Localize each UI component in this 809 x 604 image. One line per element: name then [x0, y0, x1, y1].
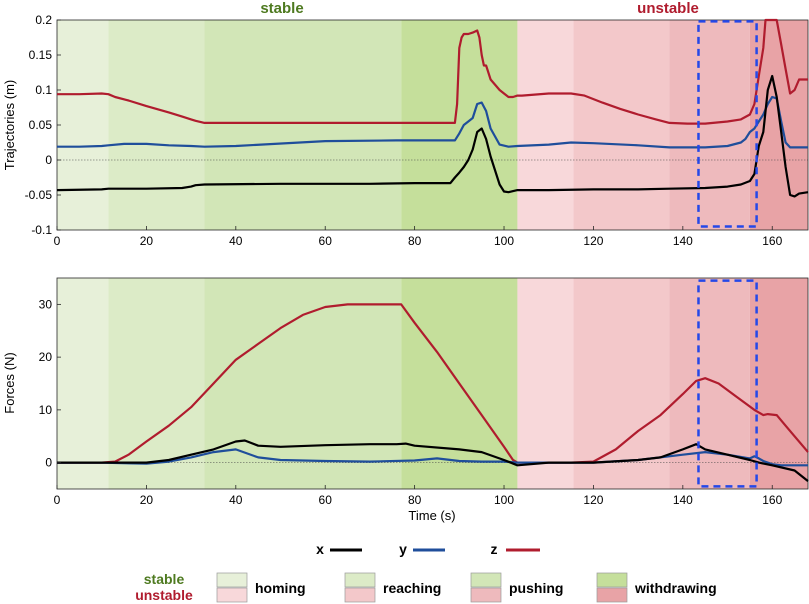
legend-withdrawing-label: withdrawing [634, 580, 717, 596]
trajectories-highlight-box [697, 20, 758, 228]
trajectories-ylabel: Trajectories (m) [2, 80, 17, 171]
forces-xtick-label: 140 [673, 493, 693, 507]
forces-ytick-label: 10 [39, 403, 53, 417]
trajectories-xtick-label: 60 [319, 234, 333, 248]
forces-series-x [57, 439, 809, 482]
trajectories-band-unstable-homing [517, 20, 574, 230]
forces-xtick-label: 120 [583, 493, 603, 507]
forces-band-unstable-reaching [573, 278, 670, 489]
forces-xtick-label: 100 [494, 493, 514, 507]
trajectories-band-unstable-pushing [669, 20, 750, 230]
trajectories-ytick-label: -0.1 [31, 223, 52, 237]
trajectories-panel: 0 20 40 60 80 100 120 140 160 -0.1 -0.05 0 0.05 0.1 0.… [25, 13, 809, 248]
forces-band-stable-reaching [108, 278, 205, 489]
forces-band-unstable-withdrawing [749, 278, 808, 489]
forces-highlight-rect [697, 279, 758, 488]
legend-unstable-reaching-swatch [344, 587, 376, 603]
forces-highlight-box [697, 279, 758, 488]
legend-stable-homing-swatch [216, 572, 248, 588]
forces-band-stable-pushing [204, 278, 402, 489]
trajectories-xtick-label: 20 [140, 234, 154, 248]
forces-xtick-label: 160 [762, 493, 782, 507]
forces-series [57, 303, 809, 482]
trajectories-ytick-label: 0.2 [35, 13, 52, 27]
forces-band-unstable-homing [517, 278, 574, 489]
forces-series-z [57, 303, 809, 464]
legend-pushing-label: pushing [509, 580, 563, 596]
legend-unstable-pushing-swatch [470, 587, 502, 603]
trajectories-ytick-label: 0.05 [29, 118, 53, 132]
forces-band-stable-homing [57, 278, 109, 489]
trajectories-ytick-label: 0.15 [29, 48, 53, 62]
forces-ytick-label: 20 [39, 350, 53, 364]
forces-xtick-label: 20 [140, 493, 154, 507]
trajectories-xtick-label: 80 [408, 234, 422, 248]
trajectories-band-stable-reaching [108, 20, 205, 230]
trajectories-series [56, 18, 809, 198]
stable-title: stable [260, 0, 303, 17]
forces-xtick-label: 60 [319, 493, 333, 507]
legend-unstable-homing-swatch [216, 587, 248, 603]
forces-xtick-label: 40 [229, 493, 243, 507]
trajectories-highlight-rect [697, 20, 758, 228]
phase-legend: stable unstable homing reaching pushing … [135, 571, 716, 603]
trajectories-ytick-label: 0.1 [35, 83, 52, 97]
legend-stable-withdrawing-swatch [596, 572, 628, 588]
trajectories-band-stable-homing [57, 20, 109, 230]
trajectories-series-x [56, 74, 809, 198]
trajectories-series-z [57, 18, 808, 125]
legend-unstable-label: unstable [135, 587, 193, 603]
trajectories-xtick-label: 120 [583, 234, 603, 248]
forces-phase-bands [57, 278, 808, 489]
forces-xtick-label: 80 [408, 493, 422, 507]
trajectories-ytick-label: -0.05 [25, 188, 53, 202]
trajectories-ticks: 0 20 40 60 80 100 120 140 160 -0.1 -0.05 0 0.05 0.1 0.… [25, 13, 783, 248]
trajectories-xtick-label: 0 [54, 234, 61, 248]
legend-y-label: y [399, 541, 407, 557]
trajectories-band-stable-pushing [204, 20, 402, 230]
forces-frame [56, 277, 809, 490]
trajectories-band-unstable-reaching [573, 20, 670, 230]
legend-stable-label: stable [144, 571, 185, 587]
forces-series-y [57, 448, 808, 467]
trajectories-xtick-label: 160 [762, 234, 782, 248]
legend-unstable-withdrawing-swatch [596, 587, 628, 603]
trajectories-xtick-label: 100 [494, 234, 514, 248]
trajectories-ytick-label: 0 [45, 153, 52, 167]
trajectories-xtick-label: 140 [673, 234, 693, 248]
trajectories-phase-bands [57, 20, 808, 230]
legend-z-label: z [491, 541, 498, 557]
legend-stable-pushing-swatch [470, 572, 502, 588]
legend-reaching-label: reaching [383, 580, 441, 596]
legend-stable-reaching-swatch [344, 572, 376, 588]
forces-ytick-label: 0 [45, 456, 52, 470]
legend-x-label: x [316, 541, 324, 557]
forces-ytick-label: 30 [39, 297, 53, 311]
forces-ticks: 0 20 40 60 80 100 120 140 160 0 10 20 30 [39, 297, 783, 507]
legend-homing-label: homing [255, 580, 306, 596]
forces-ylabel: Forces (N) [2, 352, 17, 413]
forces-xtick-label: 0 [54, 493, 61, 507]
trajectories-xtick-label: 40 [229, 234, 243, 248]
forces-xlabel: Time (s) [408, 508, 455, 523]
forces-axes [56, 277, 809, 490]
trajectories-band-unstable-withdrawing [749, 20, 808, 230]
forces-panel: 0 20 40 60 80 100 120 140 160 0 10 20 30 [39, 277, 809, 507]
unstable-title: unstable [637, 0, 699, 17]
line-legend: x y z [316, 541, 540, 557]
